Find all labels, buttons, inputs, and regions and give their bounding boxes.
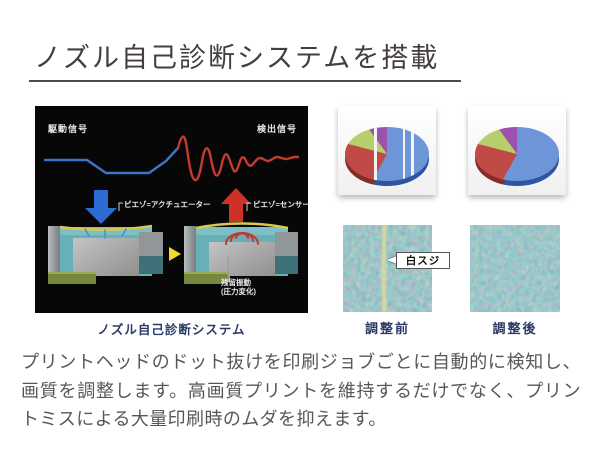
pie-after-top bbox=[475, 127, 559, 181]
detect-signal-label: 検出信号 bbox=[256, 124, 297, 134]
white-streak bbox=[380, 225, 389, 312]
pie-chart-before bbox=[345, 127, 429, 186]
piezo-actuator-label: ピエゾ=アクチュエーター bbox=[124, 200, 211, 209]
banding-stripe bbox=[374, 127, 377, 181]
print-sample-after bbox=[470, 225, 560, 312]
title-underline bbox=[29, 80, 461, 82]
nozzle-after-illustration bbox=[184, 222, 298, 290]
nozzle-diagram: 駆動信号 検出信号 ピエゾ=アクチュエーター ピエゾ=センサー 残留振動 (圧力… bbox=[35, 106, 310, 313]
white-streak-callout: 白スジ bbox=[396, 252, 450, 269]
actuator-down-arrow-icon bbox=[85, 190, 117, 224]
pie-chart-after bbox=[475, 127, 559, 186]
label-bracket-lines bbox=[118, 202, 251, 211]
body-text: プリントヘッドのドット抜けを印刷ジョブごとに自動的に検知し、画質を調整します。高… bbox=[21, 352, 581, 429]
page-title: ノズル自己診断システムを搭載 bbox=[34, 43, 440, 73]
vibration-waves-icon bbox=[225, 232, 259, 245]
pointer-triangle-icon bbox=[169, 247, 181, 261]
sensor-up-arrow-icon bbox=[221, 188, 251, 222]
comparison-panel: 白スジ 調整前 調整後 bbox=[338, 106, 570, 338]
noise-texture-after bbox=[470, 225, 560, 312]
drive-signal-wave bbox=[43, 146, 180, 175]
banding-stripe bbox=[411, 127, 414, 181]
callout-arrow-icon bbox=[387, 256, 397, 264]
residual-vibration-label: 残留振動 (圧力変化) bbox=[221, 278, 256, 296]
detect-signal-wave bbox=[176, 135, 300, 182]
membrane-up-curve bbox=[195, 222, 289, 230]
membrane-down-curve bbox=[59, 224, 153, 231]
before-caption: 調整前 bbox=[364, 321, 410, 336]
diagram-caption: ノズル自己診断システム bbox=[97, 323, 246, 337]
drive-signal-label: 駆動信号 bbox=[48, 124, 89, 134]
nozzle-before-illustration bbox=[48, 224, 163, 290]
pie-card-after bbox=[468, 106, 566, 195]
banding-stripe bbox=[402, 127, 406, 181]
after-caption: 調整後 bbox=[492, 321, 538, 336]
pie-before-top bbox=[345, 127, 429, 181]
piezo-sensor-label: ピエゾ=センサー bbox=[253, 200, 310, 209]
pie-card-before bbox=[338, 106, 436, 195]
nozzle-diagram-art bbox=[43, 135, 300, 290]
pressure-arrows-icon bbox=[84, 228, 127, 239]
